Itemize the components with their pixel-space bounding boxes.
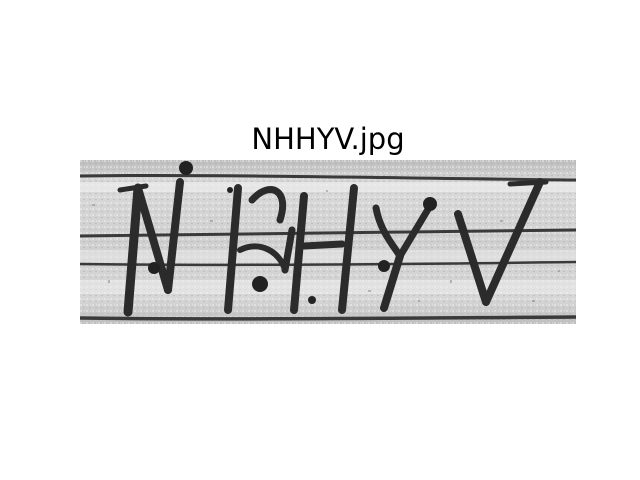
captcha-glyphs: [117, 178, 549, 317]
captcha-image: [80, 160, 576, 324]
captcha-lines: [80, 173, 576, 321]
captcha-noise-dots: [148, 161, 437, 304]
figure-title: NHHYV.jpg: [251, 122, 405, 156]
